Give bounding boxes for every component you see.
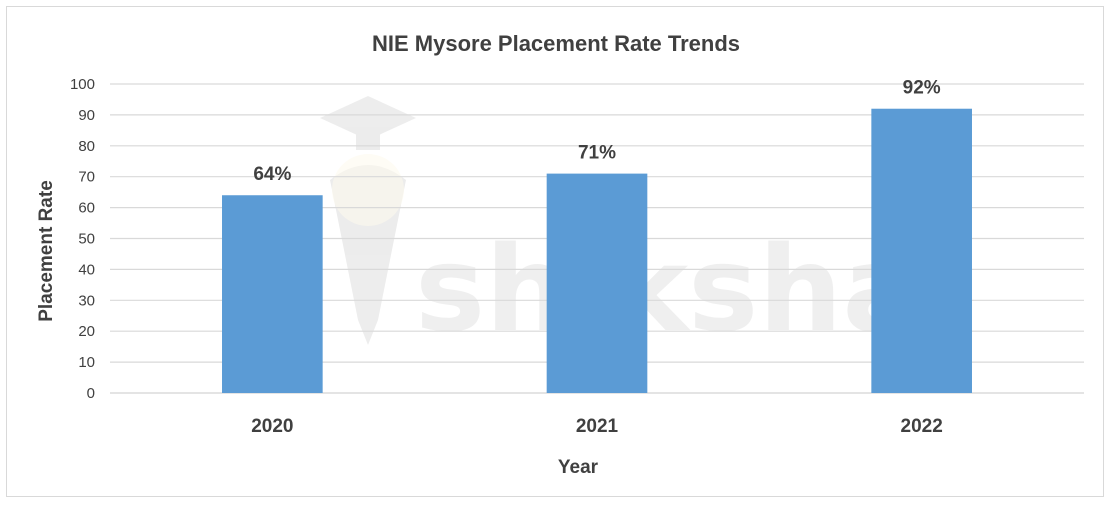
y-tick-label: 80: [78, 138, 95, 155]
y-tick-label: 10: [78, 354, 95, 371]
bars: [222, 108, 972, 393]
x-axis-ticks: 2020 2021 2022: [251, 416, 943, 437]
y-tick-label: 20: [78, 323, 95, 340]
data-label: 64%: [253, 164, 291, 185]
x-tick-label: 2021: [576, 416, 619, 437]
y-tick-label: 40: [78, 261, 95, 278]
data-label: 71%: [578, 143, 616, 164]
x-tick-label: 2022: [901, 416, 943, 437]
y-tick-label: 60: [78, 200, 95, 217]
data-labels: 64% 71% 92%: [253, 78, 940, 186]
data-label: 92%: [903, 78, 941, 99]
y-tick-label: 50: [78, 231, 95, 248]
y-tick-label: 100: [70, 76, 95, 93]
x-axis-label: Year: [558, 457, 599, 478]
watermark-text: shiksha: [415, 220, 922, 358]
y-tick-label: 70: [78, 169, 95, 186]
chart-title: NIE Mysore Placement Rate Trends: [372, 31, 740, 56]
y-tick-label: 0: [87, 385, 95, 402]
y-tick-label: 90: [78, 107, 95, 124]
y-axis-ticks: 0 10 20 30 40 50 60 70 80 90 100: [70, 76, 95, 402]
bar-2022: [871, 108, 972, 393]
bar-2021: [546, 173, 648, 393]
x-tick-label: 2020: [251, 416, 293, 437]
y-tick-label: 30: [78, 292, 95, 309]
y-axis-label: Placement Rate: [36, 180, 57, 322]
graduation-cap-pen-icon: [320, 96, 416, 345]
bar-2020: [222, 195, 323, 393]
